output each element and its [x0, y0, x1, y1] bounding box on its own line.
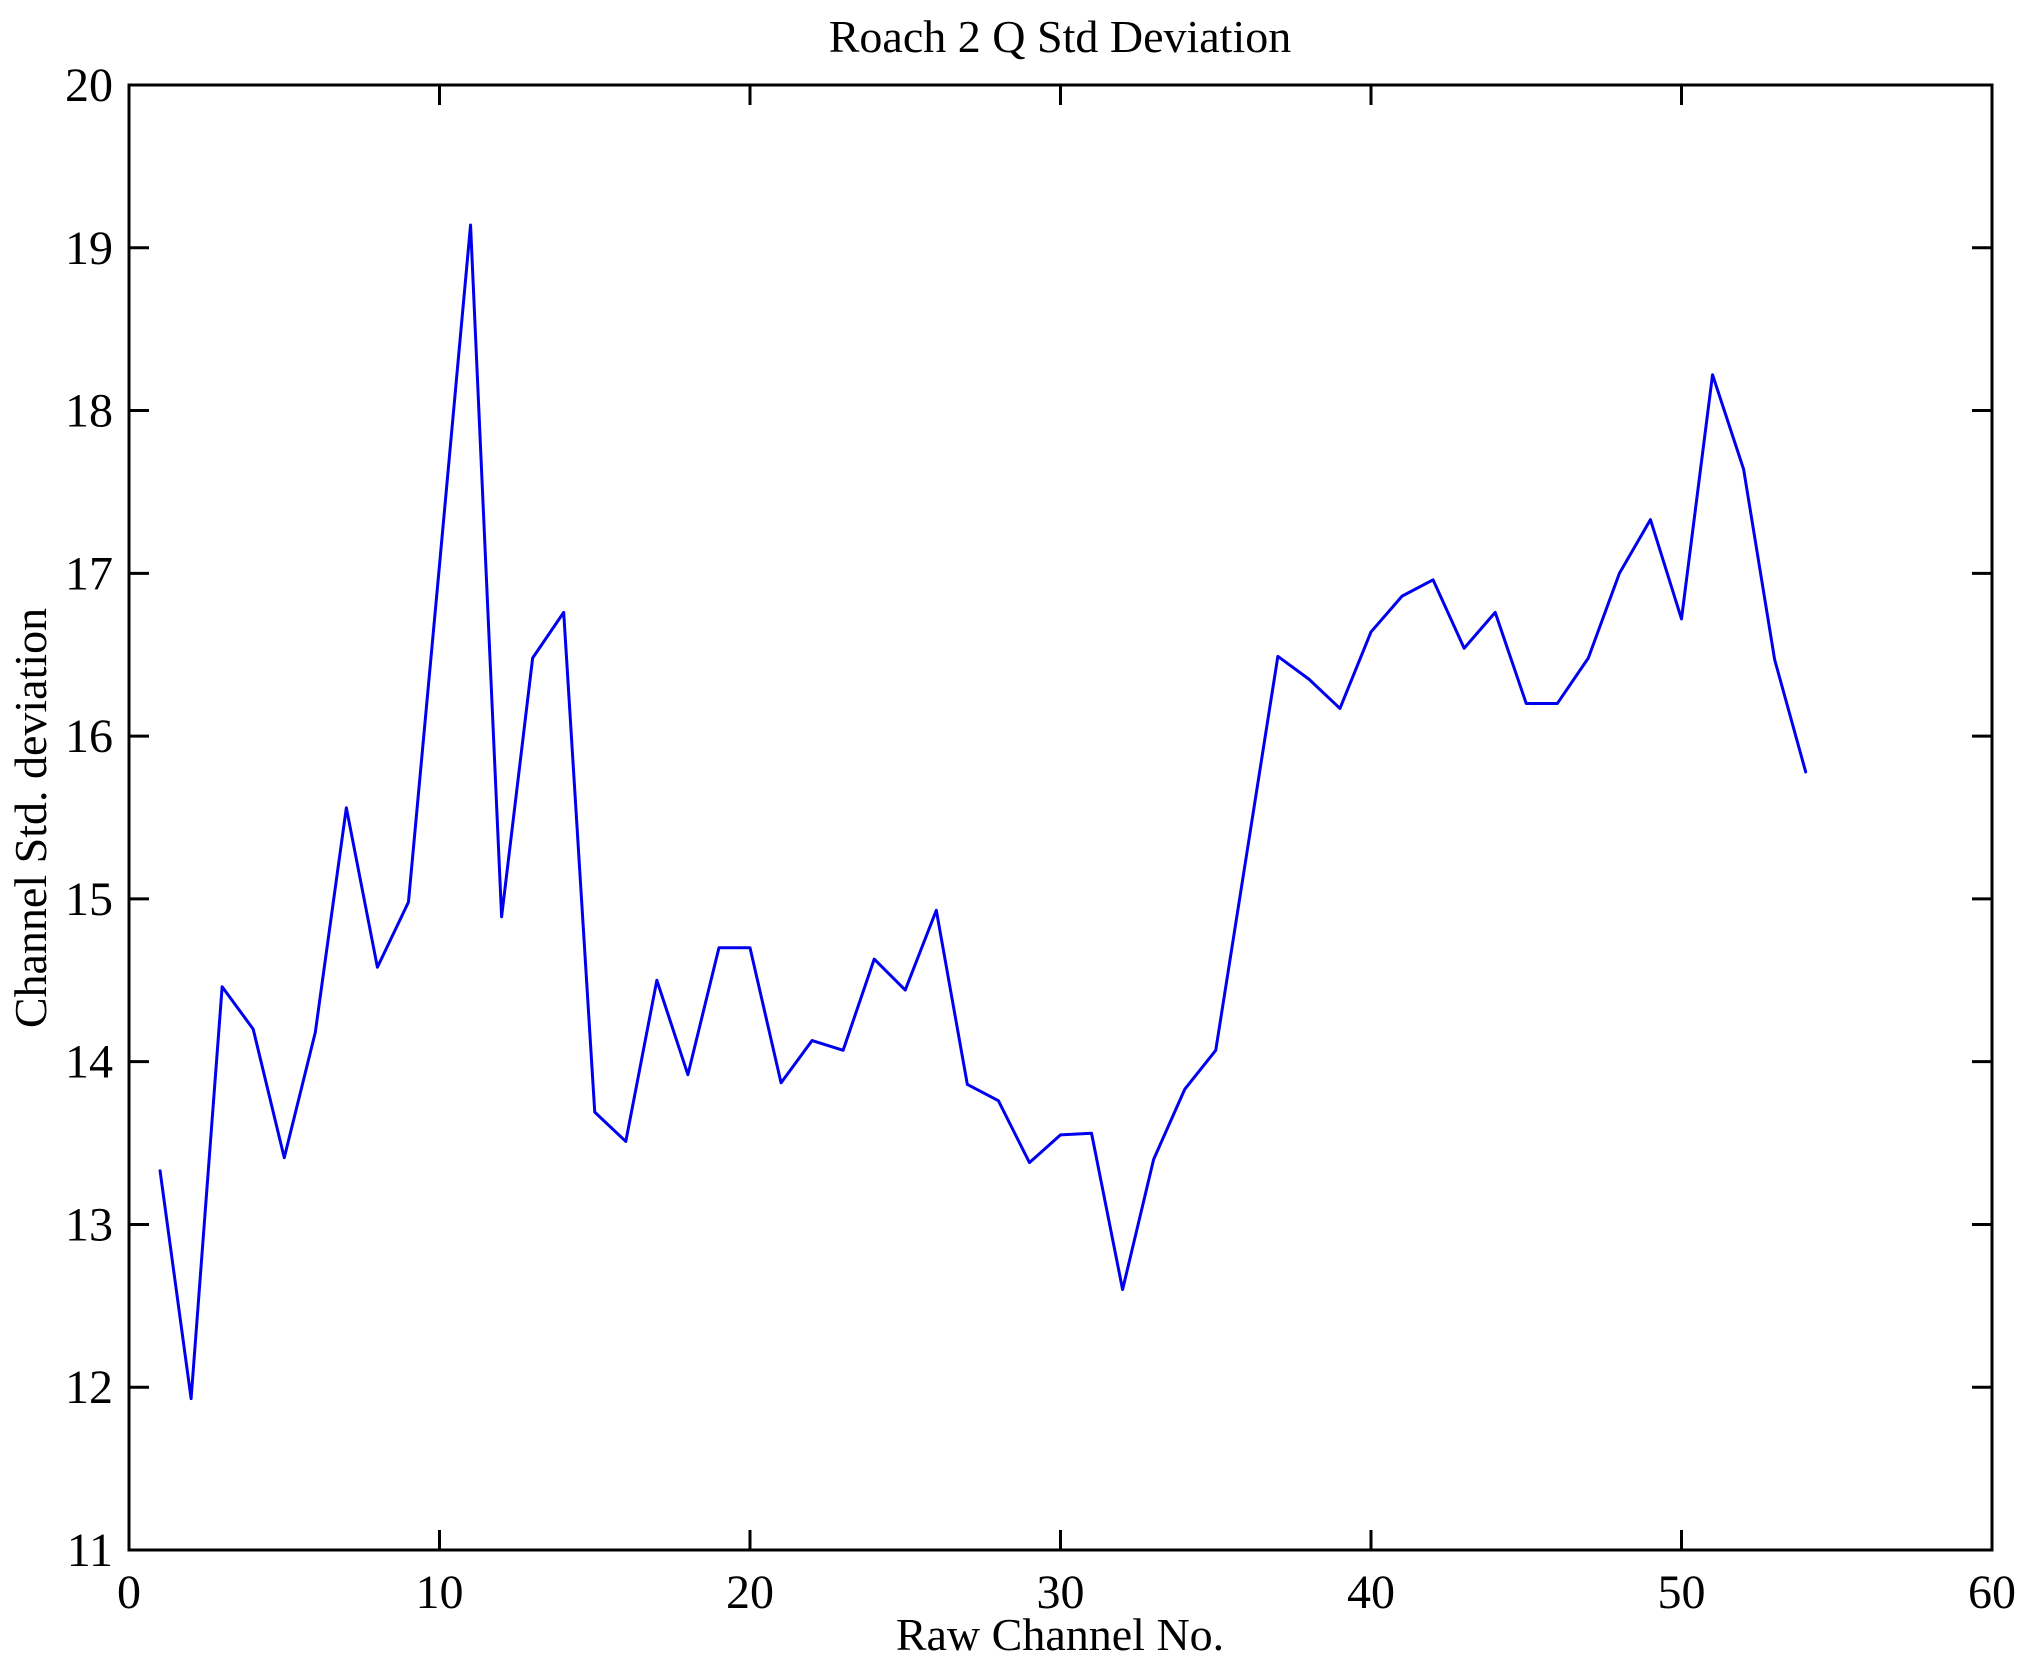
y-tick-label: 15 [65, 873, 113, 926]
x-tick-label: 0 [117, 1566, 141, 1619]
y-tick-label: 12 [65, 1361, 113, 1414]
data-series [158, 223, 1808, 1401]
y-tick-label: 19 [65, 222, 113, 275]
x-tick-label: 20 [726, 1566, 774, 1619]
plot-box [127, 83, 1994, 1552]
plot-frame [127, 83, 1994, 1552]
x-axis-label: Raw Channel No. [896, 1609, 1224, 1660]
y-tick-label: 13 [65, 1198, 113, 1251]
y-tick-label: 11 [67, 1524, 113, 1577]
x-tick-label: 30 [1037, 1566, 1085, 1619]
x-tick-label: 50 [1658, 1566, 1706, 1619]
x-tick-label: 10 [416, 1566, 464, 1619]
data-line [158, 223, 1808, 1401]
y-axis-label: Channel Std. deviation [5, 608, 56, 1028]
x-tick-label: 60 [1968, 1566, 2016, 1619]
y-tick-label: 20 [65, 59, 113, 112]
y-tick-label: 16 [65, 710, 113, 763]
tick-labels: 0 10 20 30 40 50 60 11 12 13 14 15 16 17 18 19 20 [65, 59, 2016, 1619]
y-tick-label: 18 [65, 385, 113, 438]
axis-ticks [127, 83, 1994, 1552]
y-tick-label: 17 [65, 547, 113, 600]
x-tick-label: 40 [1347, 1566, 1395, 1619]
chart-title: Roach 2 Q Std Deviation [829, 11, 1292, 62]
y-tick-label: 14 [65, 1036, 113, 1089]
